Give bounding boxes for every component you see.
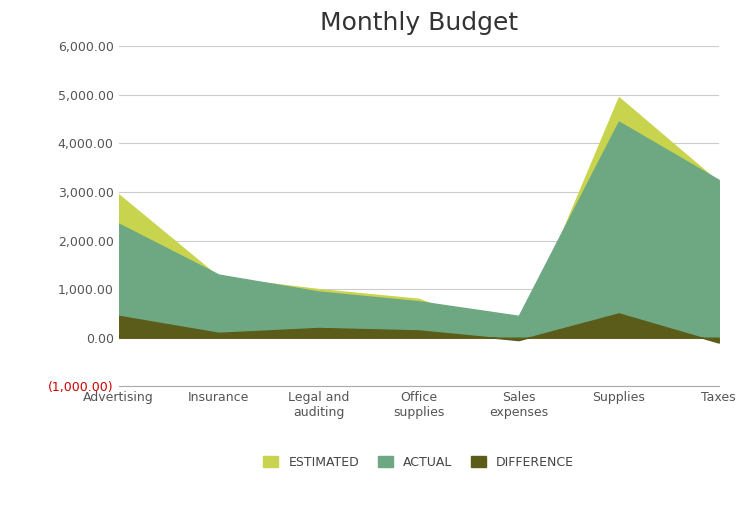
Legend: ESTIMATED, ACTUAL, DIFFERENCE: ESTIMATED, ACTUAL, DIFFERENCE <box>257 450 580 475</box>
Title: Monthly Budget: Monthly Budget <box>319 11 518 35</box>
